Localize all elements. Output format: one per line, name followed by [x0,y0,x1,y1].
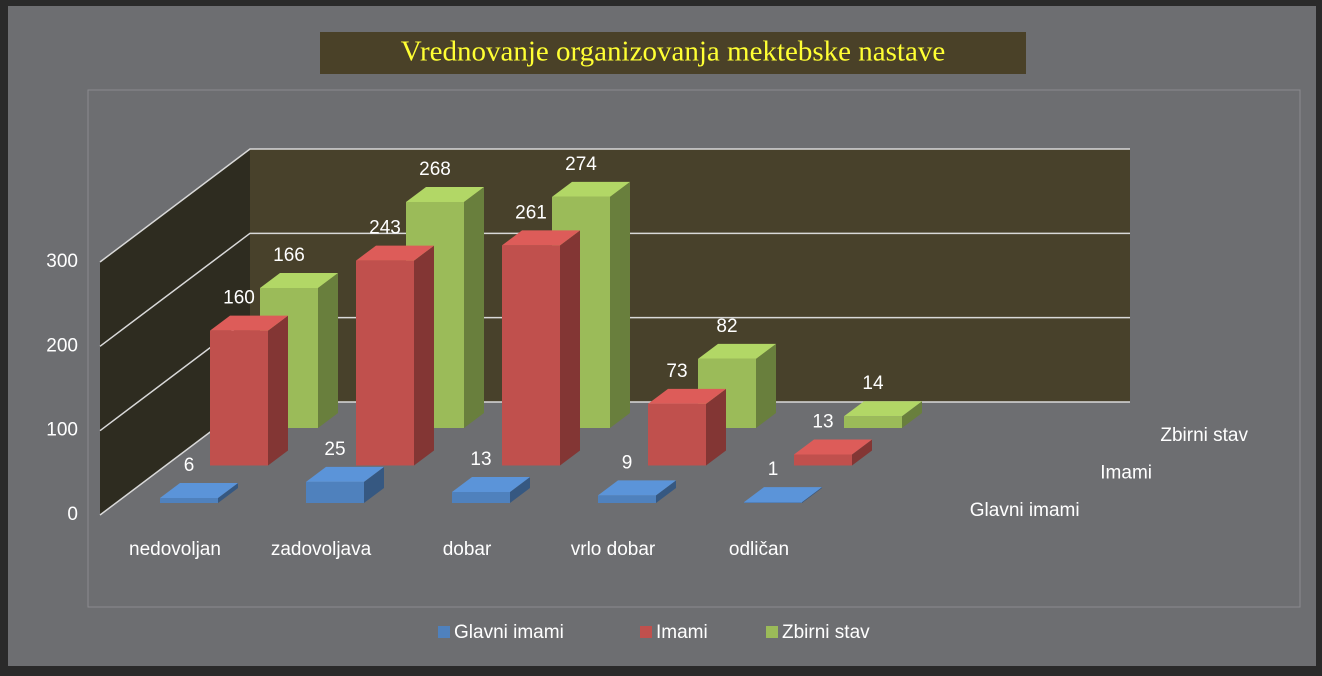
value-label: 274 [565,154,597,175]
bar [210,315,288,466]
bar-top [452,477,530,493]
legend-swatch [438,626,450,638]
bar-top [210,315,288,331]
bar-front [502,245,560,466]
bar-top [502,230,580,246]
bar-front [306,481,364,503]
legend-label: Glavni imami [454,622,564,643]
legend-label: Imami [656,622,708,643]
bar-front [744,502,802,503]
bar-top [648,388,726,404]
bar-side [656,480,676,503]
value-label: 261 [515,202,547,223]
grid-line [99,232,1130,347]
bar [452,477,530,503]
legend-swatch [640,626,652,638]
bar-front [794,454,852,466]
value-label: 160 [223,288,255,309]
y-tick-label: 100 [46,420,78,441]
bar-top [306,466,384,482]
bar-top [160,482,238,498]
bar-top [844,401,922,417]
x-tick-label: odličan [729,539,789,560]
legend-label: Zbirni stav [782,622,870,643]
bar-top [356,245,434,261]
depth-label: Zbirni stav [1160,425,1248,446]
bar-side [756,343,776,428]
bar-front [598,495,656,503]
bar-top [598,480,676,496]
value-label: 73 [666,361,687,382]
legend-swatch [766,626,778,638]
bar [648,388,726,466]
bar-side [610,181,630,428]
bar-side [268,315,288,466]
x-tick-label: vrlo dobar [571,539,656,560]
bar-front [160,497,218,503]
bar-side [414,245,434,466]
value-label: 9 [622,452,633,473]
depth-label: Imami [1100,463,1152,484]
bar-side [852,439,872,466]
x-tick-label: zadovoljava [271,539,372,560]
bar-side [802,487,822,503]
value-label: 6 [184,455,195,476]
bar-top [744,487,822,503]
grid-line [99,148,1130,263]
bar [794,439,872,466]
bar-top [406,186,484,202]
bar-front [648,403,706,466]
bar-top [794,439,872,455]
bar-front [452,492,510,503]
bar [844,401,922,428]
bar-side [560,230,580,466]
bar-side [464,186,484,428]
bar-side [364,466,384,503]
value-label: 243 [369,218,401,239]
bar-side [706,388,726,466]
bar [306,466,384,503]
value-label: 1 [768,459,779,480]
value-label: 166 [273,245,305,266]
bar-side [218,482,238,503]
bar-side [318,273,338,428]
bar [160,482,238,503]
bar [598,480,676,503]
chart-title: Vrednovanje organizovanja mektebske nast… [401,36,946,68]
bar-front [356,260,414,466]
y-tick-label: 300 [46,251,78,272]
x-tick-label: dobar [443,539,492,560]
bar-top [260,273,338,289]
bar [502,230,580,466]
bar [356,245,434,466]
bar-front [844,416,902,428]
bar-side [902,401,922,428]
y-tick-label: 200 [46,335,78,356]
value-label: 13 [470,449,491,470]
value-label: 82 [716,316,737,337]
value-label: 268 [419,159,451,180]
x-tick-label: nedovoljan [129,539,221,560]
bar [744,487,822,503]
value-label: 14 [862,373,884,394]
depth-label: Glavni imami [970,500,1080,521]
plot-area [87,89,1301,608]
y-tick-label: 0 [67,504,78,525]
bar-side [510,477,530,503]
bar-front [210,330,268,466]
bar-top [552,181,630,197]
value-label: 13 [812,412,833,433]
title-box [320,32,1026,74]
bar-top [698,343,776,359]
value-label: 25 [324,439,345,460]
